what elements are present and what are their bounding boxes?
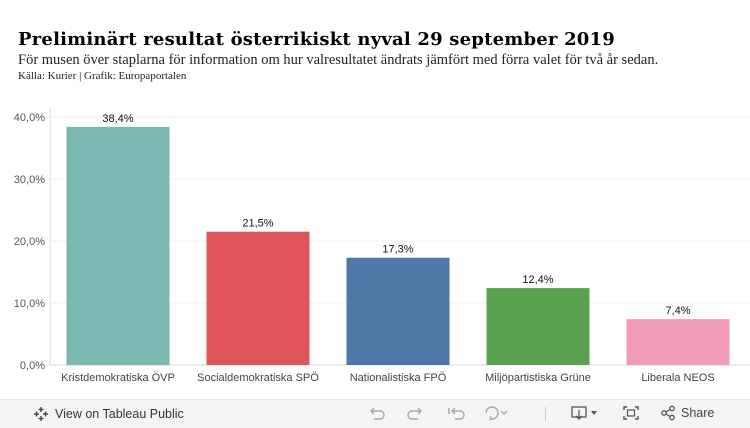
- fullscreen-button[interactable]: [622, 405, 640, 421]
- x-tick-label: Socialdemokratiska SPÖ: [197, 372, 319, 384]
- bar[interactable]: [486, 288, 590, 365]
- chart-subtitle: För musen över staplarna för information…: [18, 52, 659, 68]
- revert-button[interactable]: [446, 405, 466, 421]
- x-tick-label: Nationalistiska FPÖ: [350, 372, 447, 384]
- y-tick-label: 0,0%: [20, 360, 45, 372]
- y-tick-label: 40,0%: [14, 112, 45, 124]
- x-tick-label: Miljöpartistiska Grüne: [485, 372, 591, 384]
- tableau-logo-icon: [34, 407, 48, 421]
- bar-value-label: 38,4%: [102, 113, 133, 125]
- undo-icon: [370, 407, 385, 420]
- pause-icon: [485, 406, 508, 421]
- view-on-tableau-link[interactable]: View on Tableau Public: [33, 406, 184, 422]
- download-icon: [571, 406, 597, 420]
- bar[interactable]: [346, 257, 450, 365]
- chart-title: Preliminärt resultat österrikiskt nyval …: [18, 29, 615, 50]
- bar-value-label: 21,5%: [242, 218, 273, 230]
- share-button[interactable]: Share: [660, 405, 714, 421]
- share-label: Share: [681, 406, 715, 420]
- y-tick-label: 10,0%: [14, 298, 45, 310]
- bar-value-label: 12,4%: [522, 274, 553, 286]
- revert-icon: [448, 407, 465, 420]
- bar[interactable]: [206, 231, 310, 365]
- bar-chart: 0,0% 10,0% 20,0% 30,0% 40,0% 38,4% Kristdemokr…: [14, 108, 750, 384]
- y-tick-label: 20,0%: [14, 236, 45, 248]
- undo-button[interactable]: [368, 405, 386, 421]
- y-tick-label: 30,0%: [14, 174, 45, 186]
- bar-value-label: 7,4%: [665, 305, 690, 317]
- pause-updates-button[interactable]: [484, 405, 510, 421]
- fullscreen-icon: [623, 406, 639, 420]
- toolbar-divider: [545, 407, 546, 421]
- bar[interactable]: [626, 319, 730, 365]
- redo-button[interactable]: [406, 405, 424, 421]
- bar-value-label: 17,3%: [382, 244, 413, 256]
- source-credit: Källa: Kurier | Grafik: Europaportalen: [18, 70, 187, 82]
- x-tick-label: Liberala NEOS: [641, 372, 714, 384]
- share-icon: [661, 405, 675, 421]
- download-button[interactable]: [570, 405, 600, 421]
- tableau-toolbar: View on Tableau Public Share: [0, 399, 750, 428]
- x-tick-label: Kristdemokratiska ÖVP: [61, 372, 175, 384]
- view-on-tableau-label: View on Tableau Public: [55, 407, 184, 421]
- redo-icon: [407, 407, 422, 420]
- bar[interactable]: [66, 126, 170, 365]
